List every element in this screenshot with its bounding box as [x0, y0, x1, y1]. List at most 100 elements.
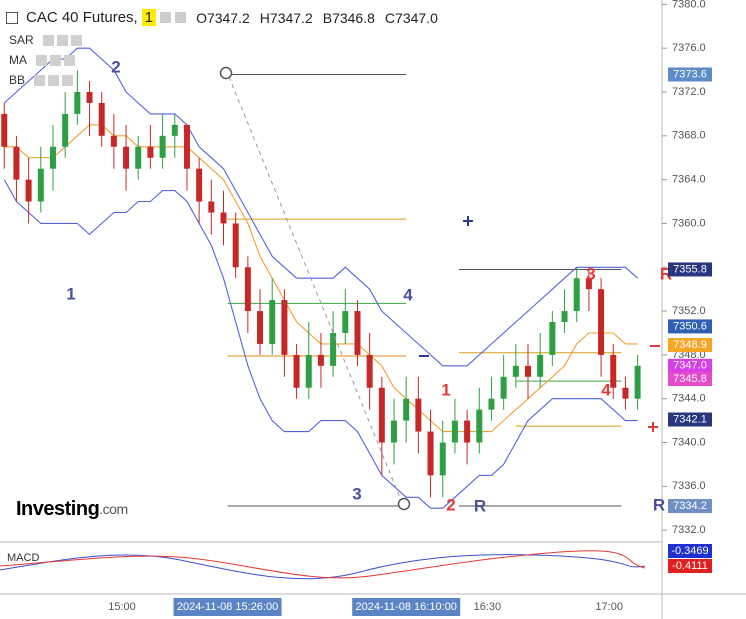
price-tag-label: 7347.0 [673, 360, 707, 372]
indicator-icon[interactable] [64, 54, 75, 66]
indicator-name: SAR [9, 33, 34, 47]
candle-body [537, 354, 544, 377]
indicator-icon[interactable] [50, 54, 61, 66]
price-tag-label: 7350.6 [673, 320, 707, 332]
candle-body [317, 354, 324, 366]
macd-tag-label: -0.4111 [672, 560, 708, 572]
y-tick-label: 7336.0 [672, 480, 706, 492]
annotation: 1 [66, 284, 75, 303]
price-tag-label: 7334.2 [673, 500, 707, 512]
price-tag [668, 371, 712, 386]
candle-body [220, 212, 227, 224]
candle-body [342, 311, 349, 333]
candle-body [488, 398, 495, 410]
candle-body [634, 365, 641, 399]
candle-body [49, 146, 56, 169]
candle-body [196, 168, 203, 202]
candle-body [37, 168, 44, 202]
ohlc-item: H7347.2 [260, 10, 313, 26]
candle-body [391, 420, 398, 443]
candle-body [427, 431, 434, 476]
settings-icon[interactable] [160, 12, 172, 23]
candle-body [25, 179, 32, 202]
annotation: 4 [403, 285, 413, 304]
ohlc-key: O [196, 9, 207, 26]
candle-body [622, 387, 629, 399]
crosshair-label-bg [173, 598, 282, 616]
logo: Investing.com [16, 498, 128, 520]
x-tick-label: 15:00 [108, 601, 136, 613]
indicator-icon[interactable] [42, 34, 54, 46]
anchor-circle[interactable] [397, 497, 411, 511]
candle-body [244, 267, 251, 312]
indicator-name: MA [9, 53, 27, 67]
ohlc-value: 7347.0 [395, 9, 438, 26]
indicator: SAR [9, 33, 82, 47]
candle-body [62, 113, 69, 147]
y-tick-label: 7340.0 [672, 436, 706, 448]
signal-line [0, 550, 646, 579]
collapse-icon[interactable] [6, 11, 18, 24]
y-tick-label: 7364.0 [672, 174, 706, 186]
header: CAC 40 Futures, 1 O7347.2 H7347.2 B7346.8 C… [6, 9, 448, 26]
candle-body [512, 365, 519, 377]
candle-body [354, 311, 361, 355]
candle-body [281, 300, 288, 355]
ohlc-value: 7346.8 [332, 9, 375, 26]
candle-body [171, 124, 178, 136]
logo-suffix: .com [99, 501, 127, 517]
macd-label: MACD [7, 552, 39, 564]
settings-icon[interactable] [175, 12, 187, 23]
macd-tag [668, 559, 712, 573]
anchor-circle[interactable] [219, 66, 233, 80]
x-tick-label: 16:30 [474, 601, 502, 613]
ohlc-value: 7347.2 [206, 9, 250, 26]
candle-body [330, 332, 337, 366]
crosshair-label-bg [352, 598, 461, 616]
indicator-icon[interactable] [34, 74, 46, 86]
candle-body [464, 420, 471, 443]
price-tag-label: 7355.8 [673, 263, 707, 275]
ohlc-item: C7347.0 [385, 10, 438, 26]
y-tick-label: 7376.0 [672, 42, 706, 54]
indicator-icon[interactable] [48, 74, 60, 86]
candle-body [293, 354, 300, 388]
logo-main: Investing [16, 498, 99, 520]
macd-tag-label: -0.3469 [671, 545, 708, 557]
crosshair-label: 2024-11-08 16:10:00 [356, 601, 457, 613]
candle-body [110, 135, 117, 147]
indicator: BB [9, 73, 74, 87]
price-tag-label: 7373.6 [673, 68, 707, 80]
candle-body [98, 102, 105, 136]
indicator-icon[interactable] [56, 34, 68, 46]
y-tick-label: 7360.0 [672, 217, 706, 229]
price-tag [668, 338, 712, 353]
indicator-icon[interactable] [36, 54, 47, 66]
annotation: 4 [601, 380, 611, 399]
candle-body [549, 322, 556, 355]
candle-body [403, 398, 410, 421]
indicator-name: BB [9, 73, 26, 87]
candle-body [74, 92, 81, 114]
indicator: MA [9, 53, 75, 67]
ohlc-key: H [259, 9, 270, 26]
overlay-line [3, 179, 638, 509]
candle-body [1, 113, 8, 147]
price-tag [668, 412, 712, 427]
indicator-icon[interactable] [62, 74, 74, 86]
candle-body [147, 146, 154, 158]
overlay-line [3, 47, 638, 367]
price-tag [668, 262, 712, 277]
plot-area [0, 0, 662, 540]
candle-body [159, 135, 166, 158]
crosshair-label: 2024-11-08 15:26:00 [177, 601, 278, 613]
annotation: R [474, 496, 486, 515]
interval[interactable]: 1 [141, 9, 157, 26]
symbol-title: CAC 40 Futures, [26, 9, 138, 26]
candle-body [86, 92, 93, 103]
indicator-icon[interactable] [70, 34, 82, 46]
y-tick-label: 7372.0 [672, 86, 706, 98]
candle-body [123, 146, 130, 169]
candle-body [269, 300, 276, 344]
